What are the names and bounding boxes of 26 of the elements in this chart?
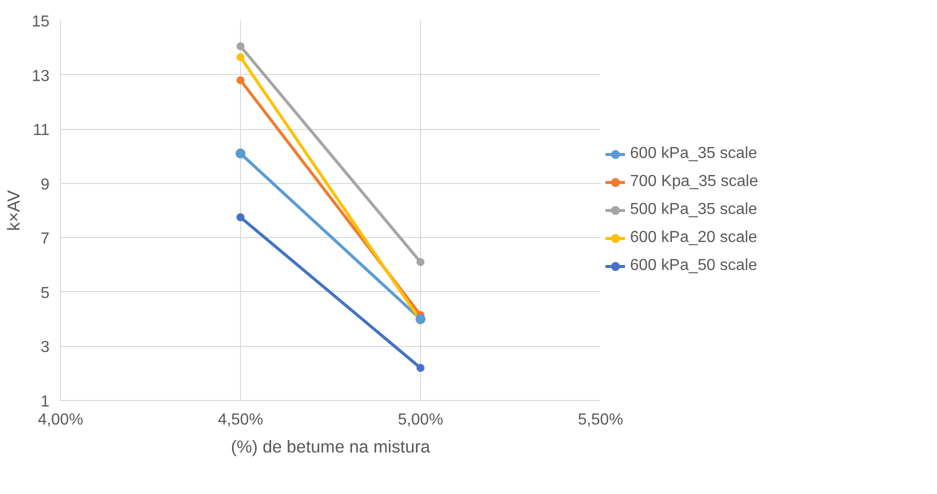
x-tick-label: 4,00% <box>38 412 84 428</box>
x-axis-title: (%) de betume na mistura <box>230 436 431 456</box>
y-tick-label: 5 <box>40 284 50 302</box>
y-tick-label: 15 <box>32 14 50 30</box>
legend-label: 500 kPa_35 scale <box>630 201 758 219</box>
point <box>416 258 424 266</box>
point <box>236 53 244 62</box>
y-tick-label: 3 <box>40 339 50 356</box>
point <box>236 148 246 158</box>
legend-label: 600 kPa_35 scale <box>630 145 758 163</box>
y-axis-title: k×AV <box>4 190 24 231</box>
x-tick-label: 4,50% <box>218 412 264 428</box>
y-tick-label: 1 <box>40 394 50 410</box>
point <box>236 76 244 84</box>
legend-label: 700 Kpa_35 scale <box>630 173 758 191</box>
y-tick-label: 7 <box>40 230 50 248</box>
legend-label: 600 kPa_50 scale <box>630 257 758 275</box>
legend-label: 600 kPa_20 scale <box>630 229 758 247</box>
y-tick-label: 9 <box>40 176 50 194</box>
x-tick-label: 5,50% <box>578 412 624 428</box>
point <box>416 364 424 372</box>
x-tick-label: 5,00% <box>398 412 444 428</box>
point <box>236 213 244 222</box>
y-tick-label: 11 <box>32 122 50 140</box>
y-tick-label: 13 <box>32 68 50 85</box>
point <box>236 42 244 50</box>
